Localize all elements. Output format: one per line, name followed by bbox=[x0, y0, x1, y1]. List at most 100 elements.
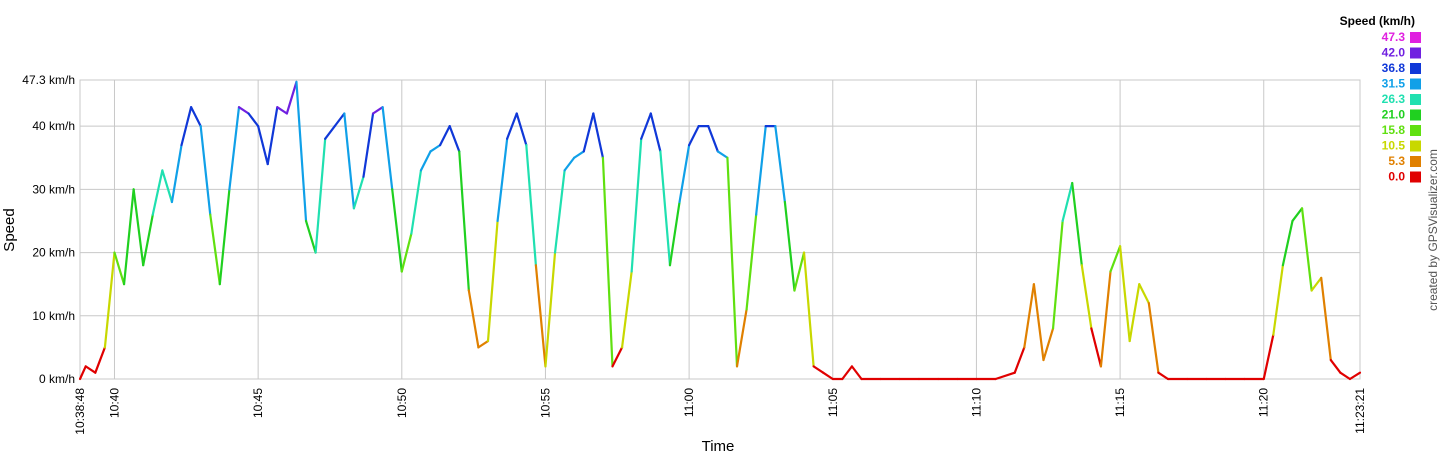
speed-segment bbox=[1032, 283, 1045, 362]
legend-swatch bbox=[1410, 63, 1421, 74]
plot-area bbox=[79, 79, 1361, 380]
x-axis-label: Time bbox=[702, 438, 735, 455]
speed-segment bbox=[218, 188, 231, 286]
speed-segment bbox=[94, 346, 107, 374]
speed-segment bbox=[678, 144, 691, 204]
credit: created by GPSVisualizer.com bbox=[1426, 149, 1440, 311]
speed-segment bbox=[1051, 219, 1064, 330]
speed-segment bbox=[304, 219, 317, 254]
y-axis-label: Speed bbox=[1, 208, 18, 251]
legend-swatch bbox=[1410, 78, 1421, 90]
speed-segment bbox=[506, 112, 518, 140]
x-tick-label: 10:50 bbox=[395, 388, 409, 418]
legend-label: 36.8 bbox=[1382, 61, 1406, 75]
x-tick-label: 10:38:48 bbox=[73, 388, 87, 435]
speed-segment bbox=[745, 213, 758, 311]
y-tick-label: 20 km/h bbox=[32, 246, 75, 260]
legend-swatch bbox=[1410, 94, 1421, 105]
speed-segment bbox=[802, 251, 815, 368]
legend-swatch bbox=[1410, 156, 1421, 167]
speed-segment bbox=[362, 112, 375, 178]
speed-segment bbox=[793, 251, 806, 292]
speed-segment bbox=[477, 339, 490, 349]
legend-swatch bbox=[1410, 47, 1421, 59]
speed-segment bbox=[1157, 371, 1170, 381]
speed-segment bbox=[142, 213, 154, 267]
speed-segment bbox=[774, 125, 786, 204]
legend-label: 5.3 bbox=[1388, 154, 1405, 168]
speed-segment bbox=[563, 156, 576, 172]
x-tick-label: 10:55 bbox=[538, 388, 552, 418]
speed-segment bbox=[161, 169, 174, 204]
speed-segment bbox=[1291, 207, 1304, 223]
speed-segment bbox=[381, 106, 394, 191]
speed-segment bbox=[486, 219, 499, 343]
legend-swatch bbox=[1410, 32, 1421, 43]
legend-label: 47.3 bbox=[1382, 30, 1406, 44]
speed-segment bbox=[812, 365, 825, 374]
speed-segment bbox=[1339, 371, 1352, 381]
speed-segment bbox=[237, 106, 250, 115]
speed-segment bbox=[439, 125, 451, 147]
speed-segment bbox=[496, 137, 509, 223]
speed-segment bbox=[1042, 327, 1055, 362]
speed-segment bbox=[688, 125, 700, 147]
x-tick-label: 11:15 bbox=[1113, 388, 1127, 417]
speed-segment bbox=[467, 289, 480, 349]
speed-segment bbox=[1109, 245, 1122, 273]
speed-segment bbox=[735, 308, 748, 368]
speed-segment bbox=[668, 200, 681, 267]
legend-label: 15.8 bbox=[1382, 123, 1406, 137]
speed-segment bbox=[113, 251, 126, 286]
speed-segment bbox=[352, 175, 365, 210]
speed-segment bbox=[410, 169, 423, 235]
speed-segment bbox=[841, 365, 854, 381]
speed-segment bbox=[1013, 346, 1026, 374]
speed-segment bbox=[122, 188, 135, 286]
legend-label: 31.5 bbox=[1382, 77, 1406, 91]
speed-segment bbox=[343, 112, 356, 210]
speed-segment bbox=[601, 156, 614, 368]
speed-segment bbox=[180, 106, 193, 147]
legend-label: 42.0 bbox=[1382, 46, 1406, 60]
x-tick-label: 11:00 bbox=[682, 388, 696, 417]
y-tick-label: 10 km/h bbox=[32, 309, 75, 323]
speed-segment bbox=[1118, 245, 1131, 343]
speed-segment bbox=[1262, 333, 1275, 381]
speed-segment bbox=[534, 264, 547, 368]
legend-title: Speed (km/h) bbox=[1340, 14, 1415, 28]
speed-segment bbox=[132, 188, 145, 267]
legend-label: 26.3 bbox=[1382, 92, 1406, 106]
speed-segment bbox=[1138, 283, 1150, 305]
speed-segment bbox=[391, 188, 403, 273]
speed-segment bbox=[84, 365, 97, 374]
speed-segment bbox=[209, 213, 221, 286]
legend-swatch bbox=[1410, 140, 1421, 152]
speed-segment bbox=[1272, 264, 1285, 336]
speed-segment bbox=[649, 112, 662, 153]
speed-segment bbox=[640, 112, 652, 140]
speed-segment bbox=[1128, 283, 1141, 343]
x-tick-label: 10:40 bbox=[107, 388, 121, 418]
speed-segment bbox=[620, 270, 633, 349]
legend-swatch bbox=[1410, 171, 1421, 183]
speed-segment bbox=[525, 144, 537, 267]
speed-segment bbox=[630, 137, 643, 273]
speed-segment bbox=[103, 251, 116, 349]
speed-segment bbox=[151, 169, 164, 216]
legend-swatch bbox=[1410, 109, 1421, 121]
speed-segment bbox=[78, 365, 87, 381]
legend-label: 21.0 bbox=[1382, 108, 1406, 122]
speed-segment bbox=[850, 365, 863, 381]
x-tick-label: 11:05 bbox=[826, 388, 840, 417]
y-tick-label: 47.3 km/h bbox=[22, 73, 75, 87]
speed-segment bbox=[1329, 358, 1342, 374]
speed-segment bbox=[371, 106, 384, 115]
speed-segment bbox=[324, 125, 336, 140]
speed-segment bbox=[448, 125, 461, 153]
speed-segment bbox=[573, 150, 585, 159]
speed-segment bbox=[1147, 302, 1160, 374]
speed-segment bbox=[822, 371, 834, 381]
speed-segment bbox=[1061, 181, 1074, 223]
